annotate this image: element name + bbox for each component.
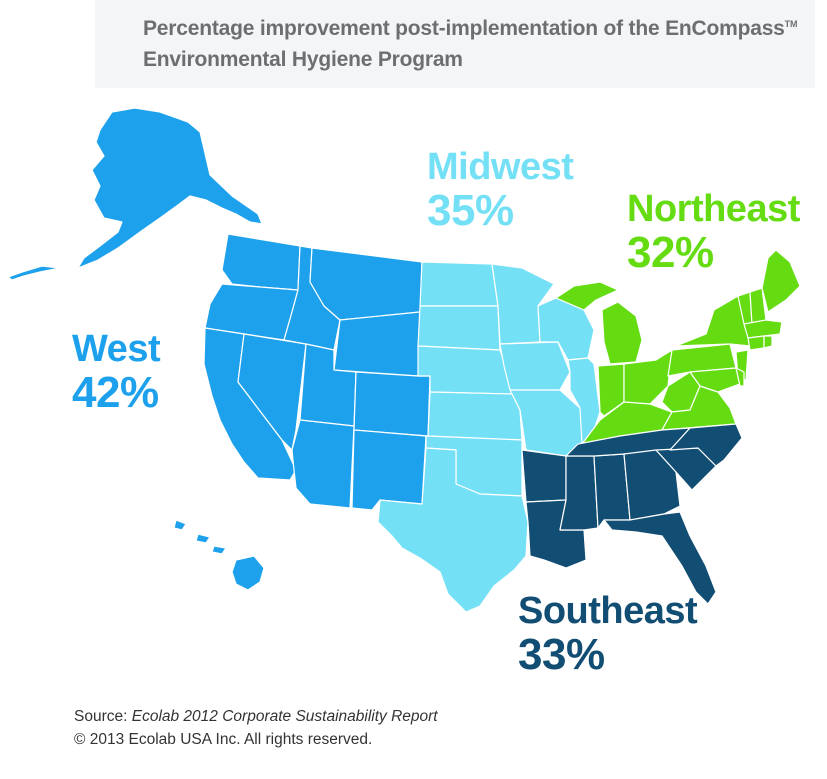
region-value-northeast: 32%: [627, 228, 714, 277]
region-name-southeast: Southeast: [518, 590, 698, 632]
map-title-line-2: Environmental Hygiene Program: [143, 48, 463, 71]
state-new-york: [675, 295, 751, 347]
region-southeast: [521, 423, 743, 605]
state-texas: [377, 447, 529, 613]
state-wyoming: [333, 311, 421, 377]
region-label-southeast: Southeast 33%: [518, 590, 698, 679]
alaska-islands: [7, 265, 61, 281]
region-value-west: 42%: [72, 368, 159, 417]
region-name-west: West: [72, 328, 161, 370]
region-name-midwest: Midwest: [427, 146, 574, 188]
state-maine: [761, 249, 801, 313]
region-name-northeast: Northeast: [627, 188, 800, 230]
state-north-dakota: [419, 261, 499, 307]
state-delaware: [735, 367, 745, 387]
region-label-northeast: Northeast 32%: [627, 190, 800, 275]
state-montana: [309, 247, 423, 321]
state-michigan: [601, 301, 643, 365]
state-iowa: [499, 341, 571, 391]
state-alaska: [77, 107, 263, 269]
state-new-mexico: [351, 429, 427, 511]
state-kansas: [427, 391, 523, 441]
region-west: [7, 107, 431, 591]
state-hawaii: [231, 555, 265, 591]
map-title-line-1: Percentage improvement post-implementati…: [143, 17, 797, 41]
source-note: Source: Ecolab 2012 Corporate Sustainabi…: [74, 708, 438, 726]
map-title-text: Percentage improvement post-implementati…: [143, 17, 785, 40]
title-background: [95, 0, 815, 88]
region-value-southeast: 33%: [518, 630, 605, 679]
state-arkansas: [521, 449, 567, 503]
state-nebraska: [417, 345, 513, 395]
hawaii-islands: [173, 519, 227, 555]
state-michigan-upper: [555, 281, 619, 311]
state-south-dakota: [417, 305, 501, 351]
state-florida: [603, 511, 717, 605]
state-massachusetts: [743, 319, 783, 339]
trademark-mark: TM: [784, 19, 798, 29]
copyright-note: © 2013 Ecolab USA Inc. All rights reserv…: [74, 731, 373, 748]
state-rhode-island: [763, 335, 773, 349]
state-maryland: [689, 367, 741, 393]
region-label-midwest: Midwest 35%: [427, 146, 574, 235]
state-mississippi: [559, 455, 599, 531]
region-value-midwest: 35%: [427, 186, 514, 235]
region-northeast: [555, 249, 801, 445]
state-washington: [221, 233, 301, 291]
state-arizona: [291, 419, 355, 509]
region-midwest: [377, 261, 601, 613]
state-north-carolina: [669, 423, 743, 467]
region-label-west: West 42%: [72, 328, 161, 417]
state-colorado: [353, 371, 431, 437]
state-connecticut: [747, 335, 765, 351]
source-title: Ecolab 2012 Corporate Sustainability Rep…: [131, 708, 438, 725]
source-prefix: Source:: [74, 708, 132, 725]
